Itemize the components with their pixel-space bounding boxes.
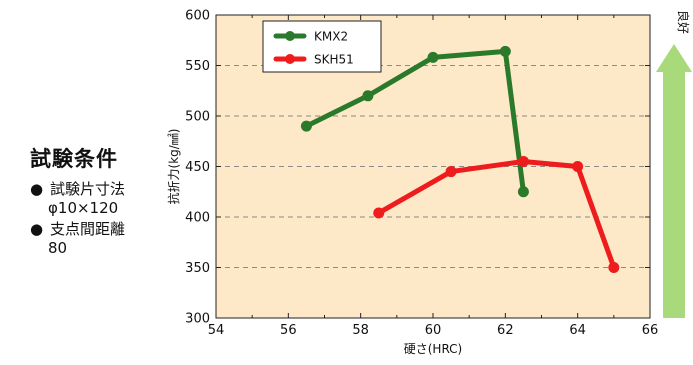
indicator-label: 良好: [676, 10, 691, 34]
up-arrow-icon: [656, 44, 692, 318]
data-point-skh51: [608, 262, 620, 273]
data-point-skh51: [373, 207, 385, 219]
condition-item-specimen: ● 試験片寸法: [30, 180, 125, 199]
y-tick-label: 550: [185, 59, 210, 74]
legend-marker-kmx2: [285, 31, 295, 41]
y-tick-label: 600: [185, 9, 210, 24]
x-tick-label: 54: [208, 323, 225, 338]
condition-value-specimen: φ10×120: [48, 199, 119, 217]
x-tick-label: 58: [352, 323, 369, 338]
x-tick-label: 66: [642, 323, 659, 338]
data-point-skh51: [517, 155, 529, 167]
y-tick-label: 400: [185, 211, 210, 226]
test-conditions-panel: 試験条件 ● 試験片寸法 φ10×120 ● 支点間距離 80: [0, 0, 160, 365]
legend-box: [262, 20, 382, 73]
legend: KMX2 SKH51: [262, 20, 382, 73]
legend-label-skh51: SKH51: [314, 53, 354, 67]
y-tick-label: 300: [185, 312, 210, 327]
data-point-kmx2: [499, 45, 511, 57]
data-point-skh51: [572, 161, 584, 172]
y-tick-label: 350: [185, 261, 210, 276]
bullet-icon: ●: [30, 180, 44, 198]
x-axis-title: 硬さ(HRC): [404, 342, 463, 356]
x-tick-label: 60: [425, 323, 442, 338]
x-tick-label: 56: [280, 323, 297, 338]
plot-frame: [215, 14, 651, 319]
legend-marker-skh51: [285, 54, 295, 64]
condition-label-span: 支点間距離: [50, 220, 126, 238]
x-tick-label: 62: [497, 323, 514, 338]
bullet-icon: ●: [30, 220, 44, 238]
data-point-kmx2: [517, 186, 529, 198]
series-layer: [300, 45, 620, 273]
y-tick-label: 500: [185, 110, 210, 125]
legend-label-kmx2: KMX2: [314, 30, 348, 44]
condition-value-span: 80: [48, 239, 68, 257]
data-point-skh51: [445, 166, 457, 178]
data-point-kmx2: [427, 51, 439, 63]
data-point-kmx2: [300, 120, 312, 132]
condition-item-span: ● 支点間距離: [30, 220, 125, 239]
condition-label-specimen: 試験片寸法: [50, 180, 126, 198]
conditions-title: 試験条件: [30, 147, 118, 171]
quality-indicator: 良好: [656, 10, 692, 318]
data-point-kmx2: [362, 90, 374, 102]
y-tick-label: 450: [185, 160, 210, 175]
x-tick-label: 64: [569, 323, 586, 338]
y-axis-title: 抗折力(kg/㎟): [166, 129, 181, 205]
